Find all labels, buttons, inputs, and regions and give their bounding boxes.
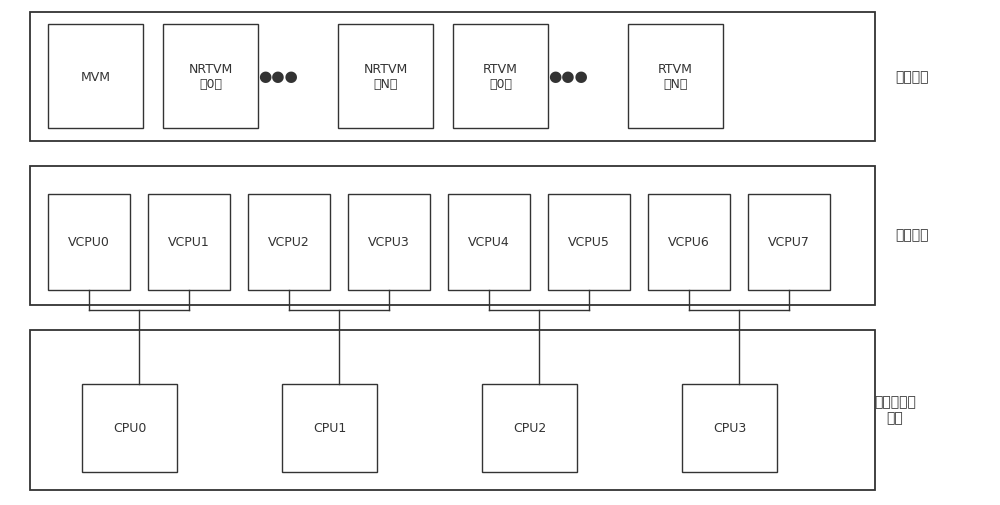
Text: VCPU5: VCPU5: [568, 236, 610, 249]
Bar: [338, 25, 433, 129]
Bar: [163, 25, 258, 129]
Bar: [30, 331, 875, 490]
Text: ●●●: ●●●: [548, 69, 588, 84]
Text: ●●●: ●●●: [258, 69, 298, 84]
Text: CPU1: CPU1: [313, 422, 346, 434]
Bar: [628, 25, 723, 129]
Bar: [48, 194, 130, 290]
Text: NRTVM
（0）: NRTVM （0）: [188, 63, 233, 91]
Bar: [648, 194, 730, 290]
Text: VCPU2: VCPU2: [268, 236, 310, 249]
Bar: [82, 384, 177, 472]
Bar: [748, 194, 830, 290]
Text: NRTVM
（N）: NRTVM （N）: [363, 63, 408, 91]
Text: RTVM
（0）: RTVM （0）: [483, 63, 518, 91]
Text: CPU0: CPU0: [113, 422, 146, 434]
Text: VCPU4: VCPU4: [468, 236, 510, 249]
Bar: [482, 384, 577, 472]
Text: CPU2: CPU2: [513, 422, 546, 434]
Text: RTVM
（N）: RTVM （N）: [658, 63, 693, 91]
Text: 虚拟化层: 虚拟化层: [895, 228, 928, 242]
Bar: [448, 194, 530, 290]
Bar: [48, 25, 143, 129]
Bar: [348, 194, 430, 290]
Bar: [148, 194, 230, 290]
Text: VCPU7: VCPU7: [768, 236, 810, 249]
Text: VCPU6: VCPU6: [668, 236, 710, 249]
Text: CPU3: CPU3: [713, 422, 746, 434]
Text: VCPU1: VCPU1: [168, 236, 210, 249]
Text: VCPU0: VCPU0: [68, 236, 110, 249]
Text: 虚拟机层: 虚拟机层: [895, 70, 928, 84]
Text: VCPU3: VCPU3: [368, 236, 410, 249]
Bar: [453, 25, 548, 129]
Bar: [248, 194, 330, 290]
Bar: [30, 13, 875, 141]
Bar: [282, 384, 377, 472]
Text: 物理硬件资
源层: 物理硬件资 源层: [874, 394, 916, 424]
Bar: [548, 194, 630, 290]
Text: MVM: MVM: [80, 71, 110, 83]
Bar: [30, 167, 875, 306]
Bar: [682, 384, 777, 472]
